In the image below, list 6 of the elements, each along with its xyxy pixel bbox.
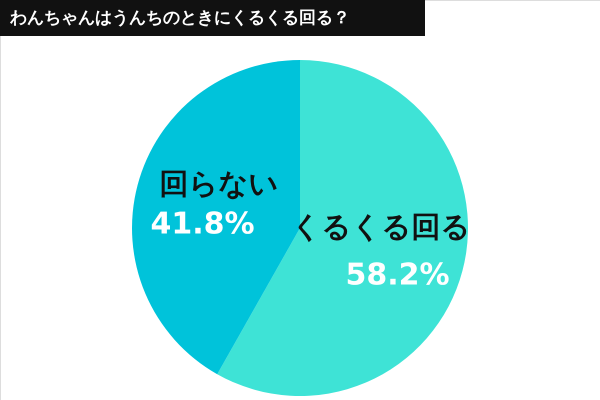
slice-label: くるくる回る [292,209,471,244]
data-label: 41.8% [150,206,255,242]
slice-label: 回らない [159,166,278,201]
data-label: 58.2% [345,258,450,293]
chart-title: わんちゃんはうんちのときにくるくる回る？ [9,8,350,28]
pie-slice [132,60,300,374]
